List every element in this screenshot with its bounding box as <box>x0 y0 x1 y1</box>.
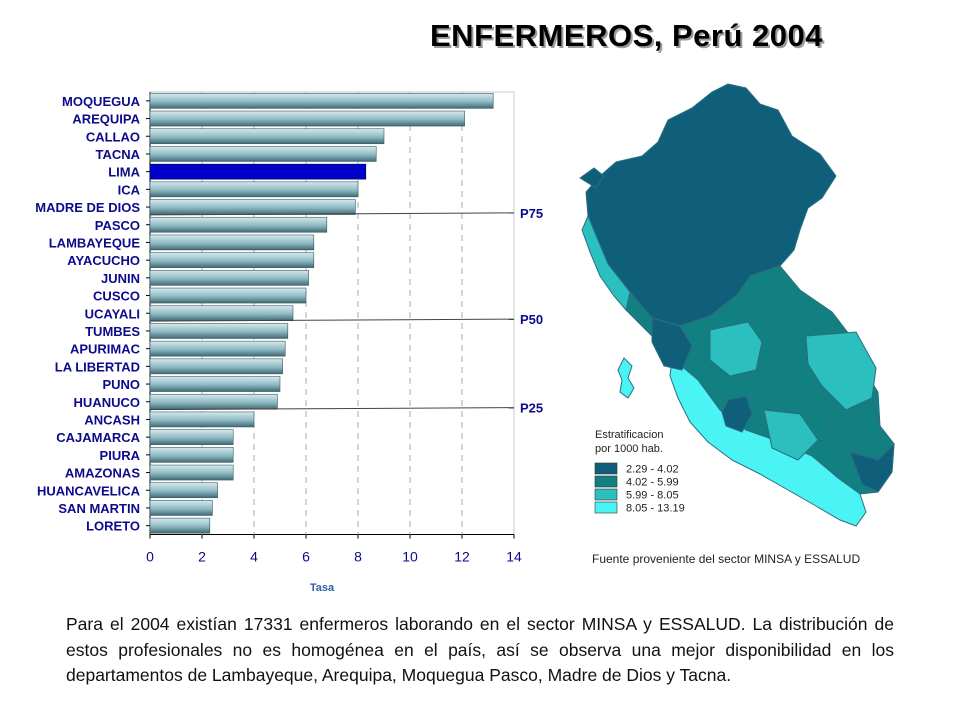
map-dark-north <box>579 167 605 189</box>
category-label: AREQUIPA <box>72 112 140 127</box>
bar-lambayeque <box>149 234 315 251</box>
bar-arequipa <box>149 110 465 127</box>
map-dark-spot <box>721 395 753 433</box>
map-island <box>617 357 635 399</box>
map-south-b <box>849 442 895 493</box>
bar-lima <box>149 163 367 180</box>
category-label: AMAZONAS <box>65 466 140 481</box>
category-label: JUNIN <box>101 271 140 286</box>
category-label: UCAYALI <box>85 306 140 321</box>
legend-swatch <box>594 501 618 514</box>
category-label: PIURA <box>100 448 141 463</box>
category-label: AYACUCHO <box>67 253 140 268</box>
bar-tumbes <box>149 323 289 339</box>
legend-title: Estratificacion <box>595 429 663 441</box>
x-axis-label: Tasa <box>310 582 335 594</box>
map-center-dark <box>651 317 693 371</box>
page-title: ENFERMEROS, Perú 2004 <box>430 18 823 53</box>
legend-swatch <box>594 475 618 488</box>
percentile-label: P50 <box>520 312 543 327</box>
legend-title-unit: por 1000 hab. <box>595 443 663 455</box>
legend-swatch <box>594 488 618 501</box>
category-label: CUSCO <box>93 289 140 304</box>
map-legend: 2.29 - 4.024.02 - 5.995.99 - 8.058.05 - … <box>594 462 685 515</box>
category-label: ICA <box>118 182 141 197</box>
bar-huanuco <box>149 393 278 410</box>
x-tick-label: 6 <box>302 549 310 565</box>
map-highland-a <box>709 321 763 377</box>
category-label: PASCO <box>95 218 140 233</box>
category-label: TUMBES <box>85 324 140 339</box>
bar-chart: MOQUEGUA AREQUIPA CALLAO TACNA LIMA ICA MADRE … <box>35 91 543 594</box>
x-tick-label: 2 <box>198 549 206 565</box>
map-coast-region <box>669 357 867 527</box>
category-label: MOQUEGUA <box>62 94 141 109</box>
x-tick-label: 14 <box>506 549 522 565</box>
legend-label: 2.29 - 4.02 <box>626 464 679 476</box>
x-tick-label: 8 <box>354 549 362 565</box>
bar-ucayali <box>149 305 294 322</box>
x-tick-label: 0 <box>146 549 154 565</box>
category-label: MADRE DE DIOS <box>35 200 140 215</box>
bar-ancash <box>149 411 255 428</box>
bar-ayacucho <box>149 252 315 268</box>
bar-loreto <box>149 517 211 534</box>
percentile-line <box>149 212 515 216</box>
bar-moquegua <box>149 93 494 109</box>
bar-la-libertad <box>149 358 283 375</box>
bar-cajamarca <box>149 429 234 445</box>
bar-junin <box>149 270 309 286</box>
description-paragraph: Para el 2004 existían 17331 enfermeros l… <box>66 614 894 685</box>
category-label: LAMBAYEQUE <box>49 235 141 250</box>
category-label: LORETO <box>86 519 140 534</box>
bar-ica <box>149 181 359 198</box>
percentile-line <box>149 318 515 322</box>
bar-pasco <box>149 216 328 233</box>
map-highland-c <box>763 409 819 461</box>
percentile-label: P25 <box>520 401 543 416</box>
category-label: HUANUCO <box>74 395 140 410</box>
legend-swatch <box>594 462 618 475</box>
percentile-label: P75 <box>520 206 543 221</box>
legend-label: 5.99 - 8.05 <box>626 490 679 502</box>
bar-apurimac <box>149 340 286 357</box>
category-label: CALLAO <box>86 129 140 144</box>
category-label: HUANCAVELICA <box>37 483 141 498</box>
map-regions <box>579 83 895 527</box>
category-label: CAJAMARCA <box>56 430 140 445</box>
category-label: LA LIBERTAD <box>55 359 140 374</box>
bar-huancavelica <box>149 482 218 499</box>
bar-cusco <box>149 287 307 304</box>
bar-callao <box>149 128 385 145</box>
x-tick-label: 12 <box>454 549 470 565</box>
category-label: LIMA <box>108 165 140 180</box>
bar-tacna <box>149 146 377 162</box>
category-label: ANCASH <box>84 412 140 427</box>
bar-madre-de-dios <box>149 199 356 215</box>
legend-label: 4.02 - 5.99 <box>626 477 679 489</box>
x-tick-label: 10 <box>402 549 418 565</box>
source-note: Fuente proveniente del sector MINSA y ES… <box>592 552 861 566</box>
category-label: SAN MARTIN <box>58 501 140 516</box>
peru-map: Estratificacion por 1000 hab. 2.29 - 4.0… <box>579 83 895 527</box>
category-label: TACNA <box>95 147 140 162</box>
legend-label: 8.05 - 13.19 <box>626 503 685 515</box>
map-north-coast <box>581 214 631 312</box>
bar-san-martin <box>149 500 213 516</box>
percentile-line <box>149 407 515 411</box>
bar-amazonas <box>149 464 234 481</box>
bar-puno <box>149 376 281 392</box>
x-tick-label: 4 <box>250 549 258 565</box>
bar-piura <box>149 447 234 463</box>
category-label: PUNO <box>102 377 140 392</box>
category-label: APURIMAC <box>70 342 141 357</box>
